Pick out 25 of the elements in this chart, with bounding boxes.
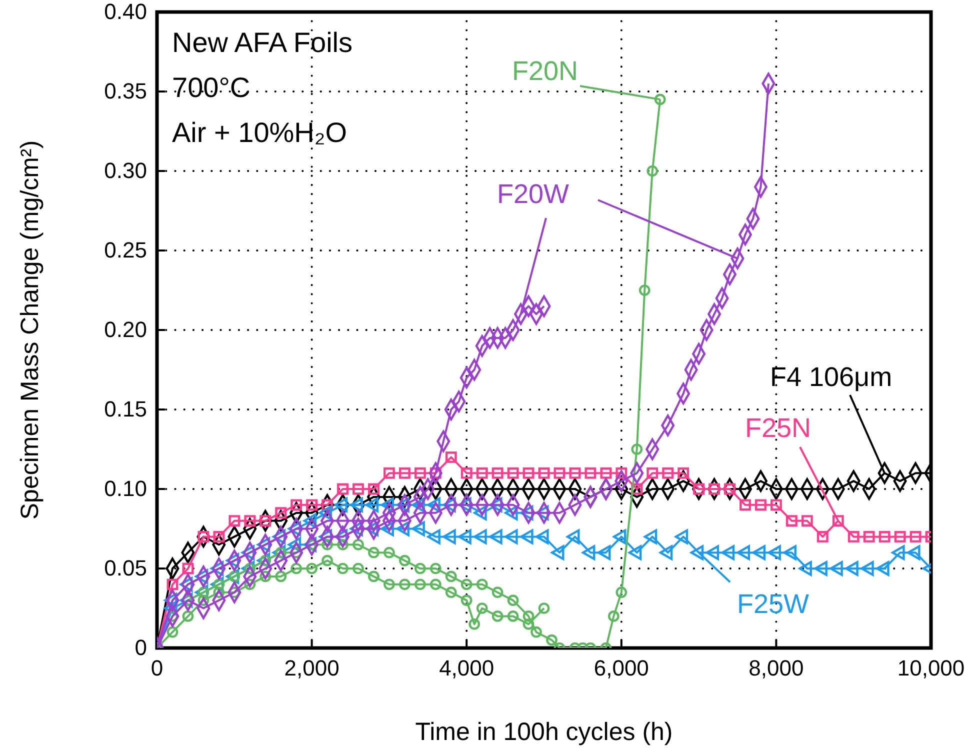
text: F20N xyxy=(512,56,578,86)
y-tick-label: 0 xyxy=(134,635,147,660)
y-tick-label: 0.15 xyxy=(104,396,147,422)
x-axis-title: Time in 100h cycles (h) xyxy=(415,718,673,746)
x-tick-label: 8,000 xyxy=(748,656,804,681)
annotation: 700°C xyxy=(172,72,250,103)
annotation: Air + 10%H₂O xyxy=(172,117,348,148)
y-tick-label: 0.35 xyxy=(104,78,147,104)
text: F4 106μm xyxy=(770,362,892,392)
y-tick-label: 0.05 xyxy=(104,556,147,581)
series-label: F25N xyxy=(745,413,812,443)
legend-label: F25W xyxy=(737,589,810,619)
x-tick-label: 0 xyxy=(150,656,164,681)
y-tick-label: 0.25 xyxy=(104,238,147,263)
annotation: New AFA Foils xyxy=(172,27,353,58)
y-tick-label: 0.30 xyxy=(104,158,147,184)
x-tick-label: 4,000 xyxy=(439,656,494,681)
y-tick-label: 0.20 xyxy=(104,317,147,342)
text: F20W xyxy=(497,179,570,209)
y-tick-label: 0.40 xyxy=(104,0,147,24)
x-tick-label: 6,000 xyxy=(594,656,649,681)
y-tick-label: 0.10 xyxy=(104,476,147,502)
x-tick-label: 10,000 xyxy=(897,656,965,681)
x-tick-label: 2,000 xyxy=(284,656,340,681)
y-axis-title: Specimen Mass Change (mg/cm²) xyxy=(16,140,44,520)
